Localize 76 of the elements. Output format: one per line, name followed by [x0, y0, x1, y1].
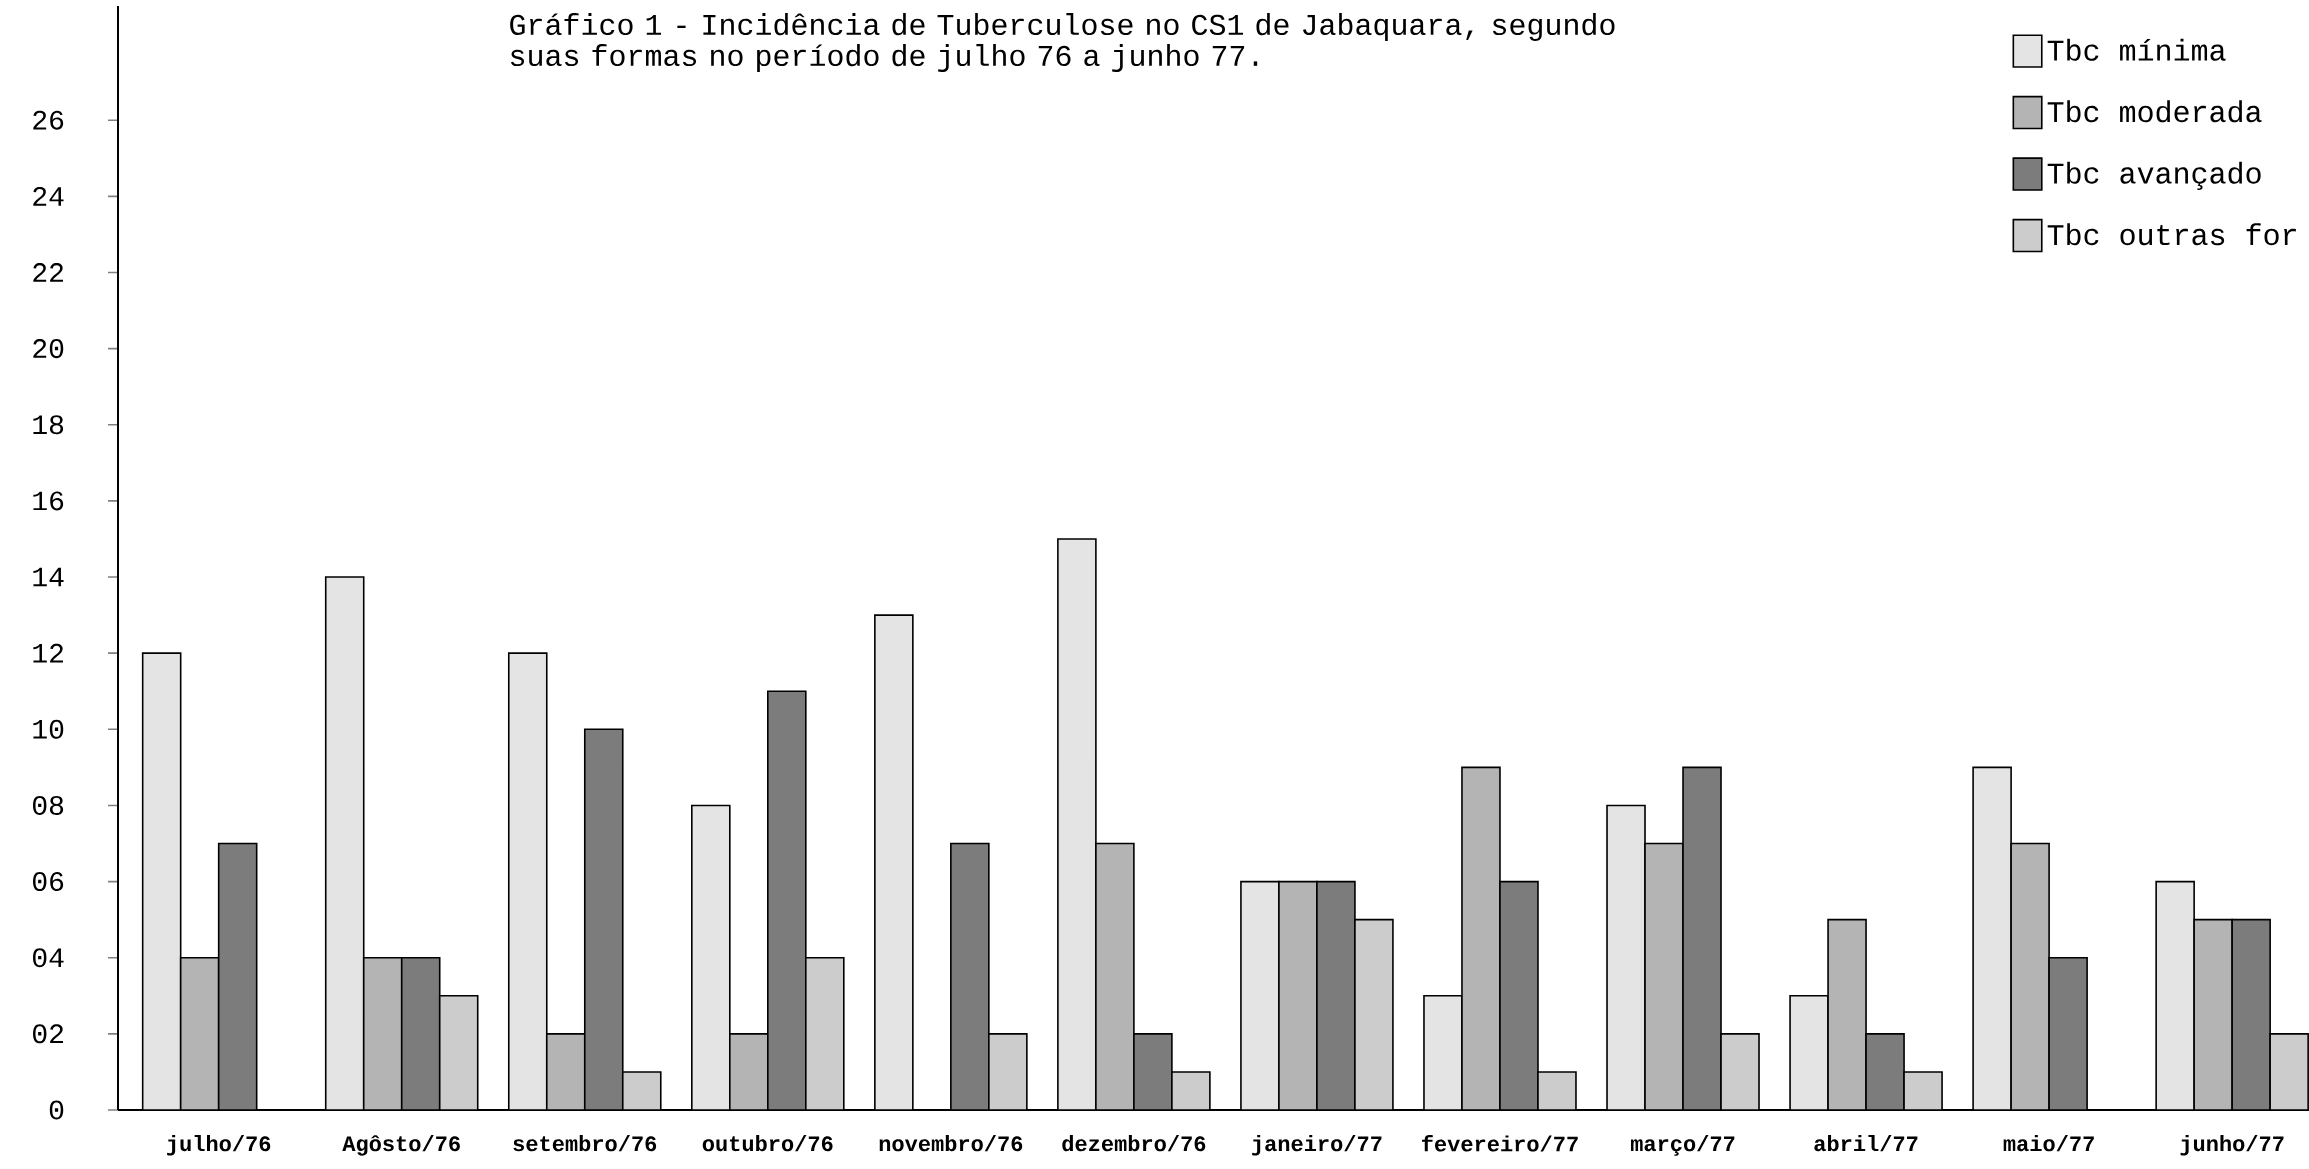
bar: [1972, 766, 2012, 1110]
bar: [1720, 1033, 1760, 1110]
bar: [950, 842, 990, 1110]
legend-label: Tbc avançado: [2047, 161, 2261, 190]
bar: [1354, 918, 1394, 1110]
y-tick-label: 02: [33, 1024, 63, 1044]
bar: [988, 1033, 1028, 1110]
bar: [691, 804, 731, 1110]
y-tick-label: 0: [49, 1100, 64, 1120]
bar: [545, 1033, 586, 1110]
x-tick-label: março/77: [1630, 1135, 1735, 1156]
y-tick-label: 06: [33, 872, 64, 892]
y-tick-label: 16: [33, 491, 64, 511]
bar: [1240, 880, 1280, 1110]
x-tick-label: outubro/76: [702, 1135, 833, 1152]
y-tick-label: 12: [33, 643, 63, 663]
legend-label: Tbc moderada: [2047, 100, 2262, 123]
bar: [621, 1071, 662, 1110]
bar: [1316, 880, 1356, 1110]
bar: [2048, 956, 2088, 1110]
bar: [1171, 1071, 1211, 1110]
x-tick-label: julho/76: [167, 1135, 271, 1156]
y-tick-label: 26: [33, 110, 64, 130]
x-tick-label: Agôsto/76: [342, 1135, 460, 1156]
bar: [1278, 880, 1318, 1110]
bar: [1095, 842, 1135, 1110]
bar: [2193, 918, 2233, 1110]
y-tick-label: 18: [33, 415, 64, 435]
bar: [2010, 842, 2050, 1110]
bar: [1057, 538, 1097, 1110]
x-tick-label: novembro/76: [879, 1135, 1023, 1152]
bar: [729, 1033, 769, 1110]
y-tick-label: 08: [33, 795, 64, 815]
bar: [179, 956, 220, 1110]
bar: [1644, 842, 1684, 1110]
y-tick-label: 04: [33, 948, 64, 968]
bar: [1537, 1071, 1577, 1110]
bar: [1461, 766, 1501, 1110]
bar: [2231, 918, 2271, 1110]
bar: [217, 842, 258, 1110]
x-tick-label: dezembro/76: [1062, 1135, 1206, 1152]
x-tick-label: fevereiro/77: [1422, 1135, 1578, 1152]
bar: [1903, 1071, 1943, 1110]
y-tick-label: 10: [33, 719, 64, 739]
x-tick-label: junho/77: [2180, 1135, 2284, 1156]
bar: [2155, 880, 2195, 1110]
bar: [141, 652, 182, 1110]
y-tick-label: 22: [33, 263, 63, 282]
bar: [324, 576, 365, 1110]
bar: [1423, 994, 1463, 1110]
bar: [1499, 880, 1539, 1110]
text: Gráfico 1 - Incidência de Tuberculose no CS1 de Jabaquara, segundo suas formas no período de julho 76 a junho 77.: [510, 13, 1615, 73]
bar: [400, 956, 441, 1110]
bar: [1682, 766, 1722, 1110]
bar: [507, 652, 548, 1110]
bar: [1865, 1033, 1905, 1110]
legend-label: Tbc outras for: [2047, 223, 2296, 246]
bar: [1606, 804, 1646, 1110]
x-tick-label: abril/77: [1814, 1135, 1918, 1152]
bar: [362, 956, 403, 1110]
y-tick-label: 20: [33, 339, 64, 359]
y-tick-label: 14: [33, 567, 64, 587]
legend-label: Tbc mínima: [2047, 38, 2226, 61]
bar: [1827, 918, 1867, 1110]
bar: [438, 994, 479, 1110]
y-tick-label: 24: [33, 186, 64, 206]
x-tick-label: janeiro/77: [1252, 1135, 1382, 1156]
bar: [2269, 1033, 2309, 1110]
bar: [767, 690, 807, 1110]
bar: [583, 728, 624, 1110]
bar: [1133, 1033, 1173, 1110]
bar: [1789, 994, 1829, 1110]
x-tick-label: maio/77: [2003, 1135, 2094, 1152]
bar: [874, 614, 914, 1110]
bar: [805, 956, 845, 1110]
x-tick-label: setembro/76: [513, 1135, 657, 1152]
